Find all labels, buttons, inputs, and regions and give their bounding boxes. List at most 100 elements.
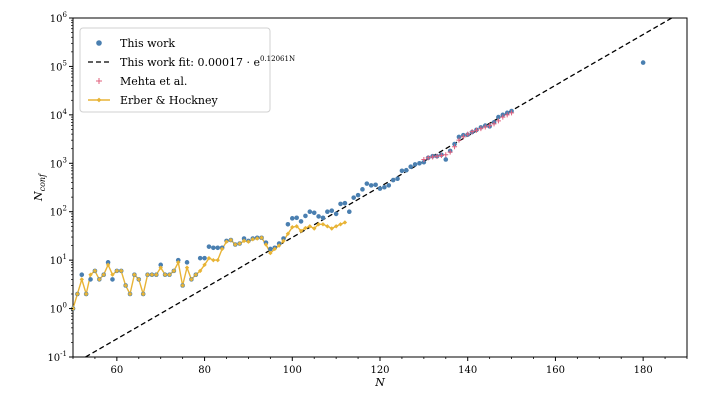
this-work-point — [298, 219, 304, 224]
this-work-point — [373, 182, 378, 188]
erber-hockney-point — [215, 257, 220, 263]
erber-hockney-point — [171, 268, 177, 274]
this-work-point — [268, 246, 273, 252]
erber-hockney-point — [149, 272, 155, 277]
this-work-point — [408, 164, 414, 170]
erber-hockney-point — [114, 268, 120, 274]
this-work-point — [364, 181, 370, 186]
erber-hockney-point — [189, 277, 194, 282]
erber-hockney-point — [303, 225, 308, 231]
legend: This work This work fit: 0.00017 · e0.120… — [79, 27, 295, 113]
this-work-point — [294, 215, 299, 221]
this-work-point — [640, 60, 646, 65]
this-work-point — [404, 167, 409, 173]
erber-hockney-point — [92, 268, 98, 274]
mehta-point — [465, 131, 471, 137]
this-work-point — [105, 260, 111, 265]
erber-hockney-point — [184, 265, 190, 270]
erber-hockney-point — [325, 224, 330, 229]
mehta-point — [421, 156, 427, 162]
this-work-point — [496, 114, 501, 120]
x-tick-label: 180 — [634, 365, 653, 376]
mehta-point — [434, 153, 440, 159]
this-work-point — [184, 260, 190, 265]
this-work-point — [351, 195, 356, 200]
y-tick-label: 102 — [50, 205, 67, 219]
this-work-point — [316, 214, 321, 219]
this-work-point — [241, 236, 247, 241]
this-work-point — [158, 262, 164, 268]
erber-hockney-line — [72, 221, 346, 309]
erber-hockney-point — [127, 291, 133, 297]
this-work-point — [355, 192, 361, 198]
this-work-point — [390, 177, 396, 183]
erber-hockney-point — [333, 224, 339, 229]
erber-hockney-point — [290, 224, 295, 230]
mehta-point — [469, 129, 475, 135]
erber-hockney-point — [97, 277, 102, 282]
this-work-point — [202, 255, 207, 261]
legend-item-this-work: This work — [96, 37, 175, 50]
erber-hockney-point — [320, 222, 326, 227]
this-work-point — [452, 141, 457, 147]
y-axis-label: Nconf — [32, 172, 47, 202]
erber-hockney-point — [83, 291, 89, 297]
mehta-point — [504, 112, 510, 118]
this-work-point — [395, 176, 400, 182]
this-work-point — [399, 168, 405, 174]
erber-hockney-point — [259, 235, 264, 240]
x-tick-label: 100 — [283, 365, 302, 376]
y-tick-label: 106 — [50, 11, 68, 25]
erber-hockney-point — [268, 250, 273, 256]
erber-hockney-point — [233, 242, 238, 247]
this-work-point — [421, 159, 427, 165]
erber-hockney-point — [237, 241, 242, 246]
erber-hockney-point — [276, 243, 282, 248]
mehta-point — [447, 149, 453, 155]
erber-hockney-point — [158, 265, 163, 270]
this-work-point — [311, 210, 317, 216]
this-work-point — [285, 221, 291, 227]
this-work-point — [88, 277, 93, 282]
this-work-point — [215, 245, 221, 251]
y-tick-label: 10-1 — [47, 350, 67, 364]
legend-label: Erber & Hockney — [120, 94, 219, 107]
erber-hockney-point — [136, 277, 141, 282]
erber-hockney-point — [263, 242, 269, 247]
erber-hockney-point — [132, 272, 137, 277]
erber-hockney-point — [167, 272, 172, 277]
mehta-point — [509, 110, 515, 116]
mehta-point — [456, 137, 462, 143]
legend-label: This work — [120, 37, 175, 50]
mehta-point — [487, 123, 493, 129]
this-work-point — [197, 255, 203, 261]
erber-hockney-point — [162, 272, 168, 277]
this-work-point — [443, 157, 449, 162]
erber-hockney-point — [145, 272, 150, 277]
erber-hockney-point — [241, 238, 247, 244]
erber-hockney-point — [154, 272, 159, 277]
erber-hockney-point — [316, 222, 321, 227]
mehta-point — [500, 114, 506, 120]
y-tick-label: 100 — [50, 302, 67, 316]
mehta-point — [473, 127, 479, 133]
mehta-point — [430, 154, 436, 160]
this-work-point — [333, 211, 339, 217]
erber-hockney-point — [206, 255, 212, 261]
mehta-point — [425, 155, 431, 161]
erber-hockney-point — [88, 272, 93, 277]
x-tick-label: 140 — [458, 365, 477, 376]
mehta-point — [460, 134, 466, 140]
erber-hockney-point — [197, 268, 203, 274]
y-tick-label: 105 — [50, 59, 67, 73]
this-work-point — [79, 272, 85, 278]
legend-marker — [96, 40, 102, 46]
this-work-point — [175, 257, 181, 263]
legend-item-erber: Erber & Hockney — [88, 94, 219, 107]
erber-hockney-point — [250, 237, 256, 242]
this-work-point — [386, 183, 392, 188]
legend-marker-diamond — [96, 97, 102, 103]
erber-hockney-point — [105, 262, 111, 268]
erber-hockney-point — [342, 220, 348, 225]
